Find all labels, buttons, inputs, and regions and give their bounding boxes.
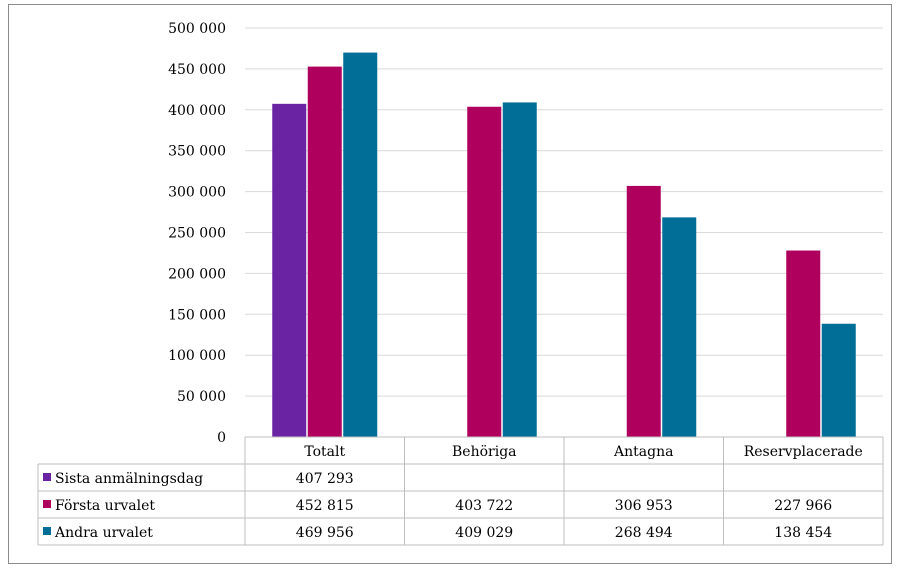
bar <box>343 52 378 438</box>
legend-label: Första urvalet <box>55 498 155 514</box>
legend-label: Sista anmälningsdag <box>55 471 203 487</box>
y-tick-label: 50 000 <box>177 389 226 405</box>
data-label: 409 029 <box>455 525 513 541</box>
data-label: 138 454 <box>774 525 832 541</box>
data-label: 227 966 <box>774 498 832 514</box>
category-label: Behöriga <box>452 444 517 460</box>
data-label: 407 293 <box>296 471 354 487</box>
legend-key <box>43 527 51 535</box>
bar <box>821 323 856 437</box>
bar <box>786 250 821 437</box>
category-label: Antagna <box>613 444 673 460</box>
y-tick-label: 350 000 <box>168 144 226 160</box>
y-tick-label: 0 <box>217 430 226 446</box>
y-tick-label: 250 000 <box>168 226 226 242</box>
legend-key <box>43 473 51 481</box>
data-label: 403 722 <box>455 498 513 514</box>
y-tick-label: 300 000 <box>168 185 226 201</box>
data-label: 268 494 <box>615 525 673 541</box>
data-label: 306 953 <box>615 498 673 514</box>
bar <box>662 217 697 437</box>
bar <box>467 106 502 437</box>
bar <box>626 185 661 437</box>
data-label: 469 956 <box>296 525 354 541</box>
bar <box>502 102 537 437</box>
legend-label: Andra urvalet <box>54 525 153 541</box>
chart-frame <box>8 4 892 564</box>
y-tick-label: 150 000 <box>168 307 226 323</box>
y-tick-label: 200 000 <box>168 266 226 282</box>
legend-key <box>43 500 51 508</box>
data-label: 452 815 <box>296 498 354 514</box>
y-tick-label: 450 000 <box>168 62 226 78</box>
y-tick-label: 400 000 <box>168 103 226 119</box>
bar <box>272 103 307 438</box>
category-label: Totalt <box>304 444 345 460</box>
y-tick-label: 100 000 <box>168 348 226 364</box>
y-tick-label: 500 000 <box>168 21 226 37</box>
bar <box>307 66 342 438</box>
category-label: Reservplacerade <box>744 444 863 460</box>
